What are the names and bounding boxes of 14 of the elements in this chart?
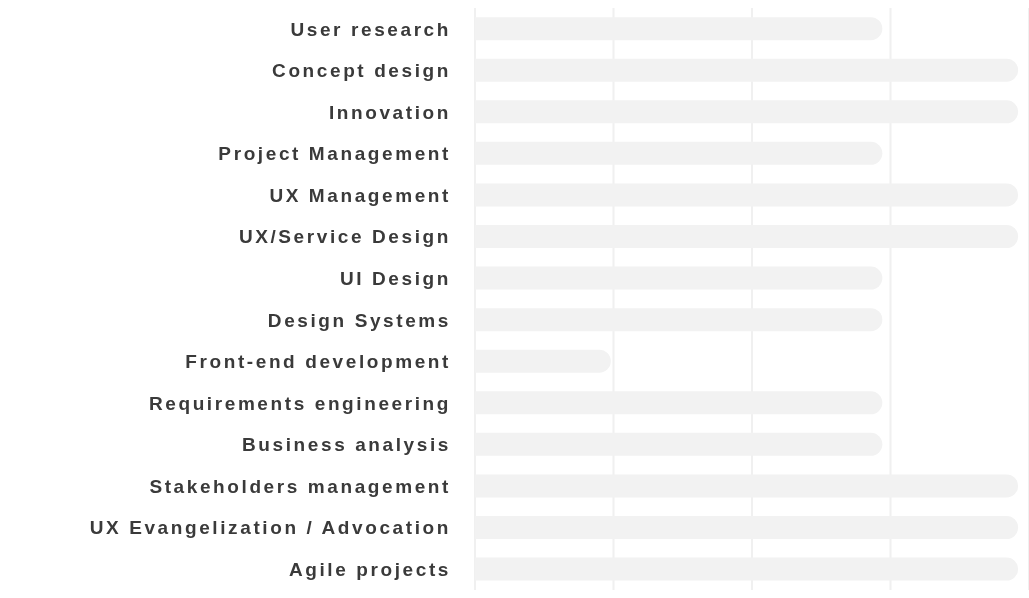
y-tick-label: Project Management xyxy=(218,143,451,165)
y-tick-label: Front-end development xyxy=(185,351,451,373)
y-tick-label: UX/Service Design xyxy=(238,226,451,248)
y-tick-label: Concept design xyxy=(272,60,451,82)
y-tick-label: Innovation xyxy=(328,101,451,123)
y-tick-label: User research xyxy=(290,18,451,40)
y-tick-label: Stakeholders management xyxy=(149,475,451,497)
y-tick-label: UX Evangelization / Advocation xyxy=(89,517,451,539)
y-tick-label: Business analysis xyxy=(242,434,451,456)
y-tick-label: Requirements engineering xyxy=(148,392,451,414)
y-tick-label: UI Design xyxy=(339,267,451,289)
y-tick-label: Agile projects xyxy=(288,558,451,580)
y-tick-label: Design Systems xyxy=(267,309,451,331)
y-tick-label: UX Management xyxy=(269,184,451,206)
